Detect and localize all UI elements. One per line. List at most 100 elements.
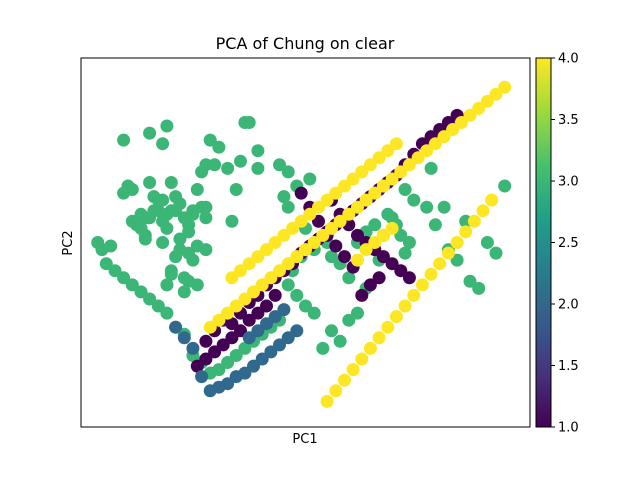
- scatter-point: [203, 320, 217, 334]
- scatter-point: [303, 207, 317, 221]
- scatter-point: [402, 271, 416, 285]
- scatter-point: [389, 137, 403, 151]
- scatter-point: [398, 246, 412, 260]
- scatter-point: [251, 306, 265, 320]
- scatter-point: [376, 179, 390, 193]
- scatter-point: [242, 313, 256, 327]
- scatter-point: [398, 183, 412, 196]
- scatter-point: [407, 288, 421, 302]
- scatter-point: [169, 250, 183, 264]
- scatter-point: [433, 257, 447, 271]
- scatter-point: [307, 306, 321, 320]
- scatter-point: [251, 144, 265, 158]
- scatter-point: [203, 384, 217, 398]
- scatter-point: [320, 394, 334, 408]
- scatter-point: [355, 352, 369, 366]
- scatter-point: [316, 341, 330, 355]
- scatter-point: [363, 341, 377, 355]
- scatter-point: [290, 250, 304, 264]
- colorbar-tick-label: 1.5: [558, 359, 579, 374]
- scatter-point: [368, 186, 382, 200]
- scatter-point: [372, 151, 386, 165]
- scatter-point: [108, 264, 122, 278]
- scatter-point: [325, 221, 338, 235]
- scatter-point: [199, 211, 213, 225]
- scatter-point: [385, 221, 399, 235]
- scatter-point: [316, 228, 330, 242]
- scatter-point: [182, 246, 196, 260]
- scatter-point: [281, 165, 295, 179]
- scatter-point: [394, 228, 408, 242]
- scatter-point: [164, 176, 178, 189]
- scatter-point: [160, 278, 174, 292]
- scatter-point: [234, 324, 247, 338]
- scatter-point: [424, 267, 438, 281]
- scatter-point: [351, 200, 364, 214]
- scatter-point: [446, 123, 460, 136]
- scatter-point: [195, 200, 209, 214]
- scatter-point: [143, 292, 157, 306]
- scatter-point: [381, 320, 395, 334]
- scatter-point: [212, 140, 226, 154]
- colorbar-tick-label: 4.0: [558, 52, 579, 67]
- scatter-point: [363, 278, 377, 292]
- scatter-point: [143, 126, 157, 140]
- scatter-point: [351, 228, 364, 242]
- scatter-point: [143, 176, 157, 189]
- scatter-point: [268, 310, 282, 324]
- scatter-point: [251, 161, 265, 175]
- scatter-point: [498, 80, 512, 94]
- scatter-point: [117, 133, 131, 147]
- scatter-point: [281, 331, 295, 345]
- scatter-point: [389, 310, 403, 324]
- scatter-point: [238, 292, 252, 306]
- scatter-point: [242, 257, 256, 271]
- scatter-point: [229, 349, 243, 362]
- scatter-point: [138, 211, 152, 225]
- scatter-point: [329, 186, 343, 200]
- scatter-point: [169, 204, 183, 218]
- scatter-point: [359, 243, 373, 257]
- scatter-point: [281, 257, 295, 271]
- scatter-point: [156, 236, 170, 249]
- scatter-point: [134, 285, 148, 299]
- scatter-point: [247, 285, 260, 299]
- scatter-point: [489, 246, 503, 260]
- scatter-point: [338, 179, 351, 193]
- colorbar-ticks: 1.0 1.5 2.0 2.5 3.0 3.5 4.0: [551, 52, 579, 436]
- scatter-point: [260, 243, 273, 257]
- scatter-point: [351, 253, 364, 267]
- scatter-point: [229, 370, 243, 384]
- y-axis-label: PC2: [61, 230, 76, 255]
- scatter-point: [476, 204, 490, 218]
- scatter-point: [247, 359, 260, 373]
- colorbar-tick-label: 3.5: [558, 113, 579, 128]
- chart-title: PCA of Chung on clear: [216, 34, 395, 53]
- scatter-point: [411, 151, 425, 165]
- scatter-point: [420, 144, 434, 158]
- scatter-point: [281, 200, 295, 214]
- scatter-point: [268, 236, 282, 249]
- scatter-point: [415, 278, 429, 292]
- scatter-point: [437, 130, 451, 144]
- scatter-point: [450, 253, 464, 267]
- scatter-point: [338, 373, 351, 387]
- scatter-point: [255, 278, 269, 292]
- scatter-point: [117, 271, 131, 285]
- scatter-point: [164, 267, 178, 281]
- scatter-point: [407, 193, 421, 207]
- x-axis-label: PC1: [292, 432, 317, 447]
- scatter-point: [251, 250, 265, 264]
- scatter-point: [342, 207, 356, 221]
- scatter-point: [381, 207, 395, 221]
- scatter-point: [99, 257, 113, 271]
- scatter-point: [91, 236, 105, 249]
- scatter-point: [329, 384, 343, 398]
- scatter-point: [351, 306, 364, 320]
- scatter-point: [156, 193, 170, 207]
- scatter-point: [199, 243, 213, 257]
- colorbar-tick-label: 1.0: [558, 421, 579, 436]
- scatter-point: [346, 363, 360, 377]
- scatter-point: [498, 179, 512, 193]
- scatter-point: [225, 317, 239, 331]
